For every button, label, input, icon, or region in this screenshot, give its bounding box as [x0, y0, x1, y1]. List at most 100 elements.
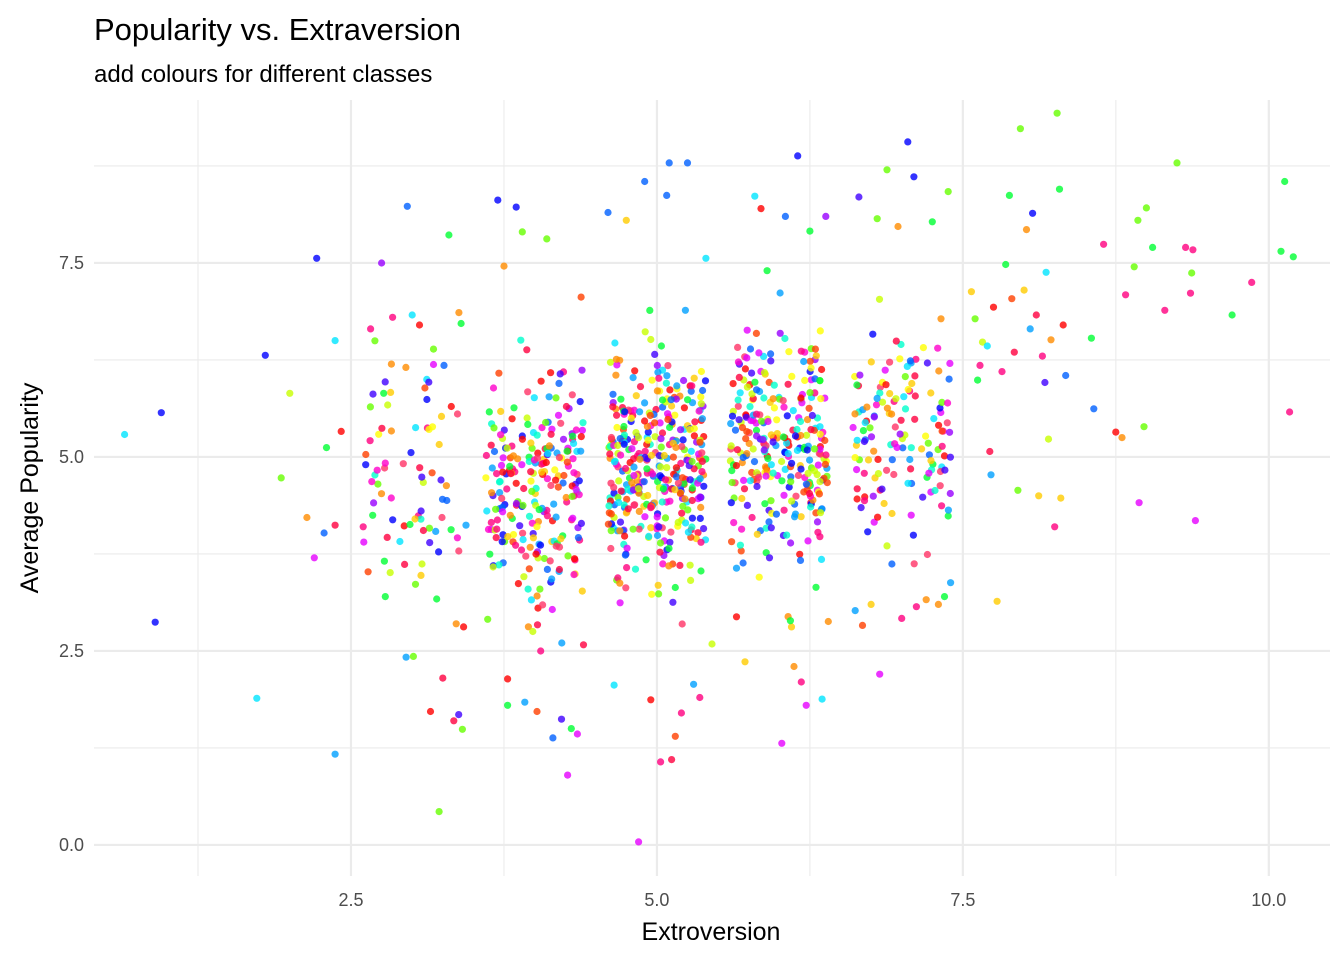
data-point: [684, 396, 692, 404]
data-point: [937, 315, 945, 323]
data-point: [641, 328, 649, 336]
data-point: [628, 445, 636, 453]
data-point: [892, 395, 900, 403]
data-point: [645, 532, 653, 541]
data-point: [767, 350, 775, 358]
data-point: [629, 525, 637, 533]
data-point: [455, 711, 463, 719]
data-point: [632, 392, 640, 400]
data-point: [656, 539, 665, 547]
data-point: [888, 456, 896, 464]
data-point: [698, 457, 706, 465]
data-point: [1182, 243, 1190, 251]
data-point: [793, 446, 802, 454]
data-point: [657, 758, 665, 766]
data-point: [504, 533, 512, 541]
data-point: [875, 295, 884, 303]
data-point: [746, 477, 754, 485]
data-point: [634, 485, 643, 493]
data-point: [621, 532, 629, 540]
data-point: [537, 647, 545, 655]
data-point: [555, 565, 564, 574]
data-point: [767, 461, 775, 469]
data-point: [734, 358, 743, 366]
data-point: [403, 202, 411, 210]
data-point: [773, 416, 781, 424]
data-point: [1002, 260, 1010, 269]
data-point: [857, 504, 865, 512]
data-point: [797, 678, 805, 686]
data-point: [880, 499, 888, 508]
data-point: [908, 379, 916, 388]
data-point: [499, 454, 507, 462]
data-point: [647, 335, 655, 344]
data-point: [938, 442, 946, 450]
data-point: [753, 432, 761, 440]
data-point: [579, 419, 587, 427]
data-point: [783, 439, 791, 447]
data-point: [940, 452, 949, 460]
data-point: [538, 468, 546, 476]
data-point: [891, 423, 899, 431]
data-point: [804, 469, 812, 477]
data-point: [435, 440, 443, 449]
data-point: [732, 613, 741, 621]
data-point: [904, 479, 912, 487]
data-point: [1087, 334, 1095, 342]
data-point: [1008, 295, 1016, 303]
data-point: [455, 309, 463, 317]
data-point: [878, 398, 887, 406]
y-tick-label: 5.0: [59, 447, 84, 467]
data-point: [881, 366, 889, 374]
data-point: [623, 495, 631, 503]
data-point: [732, 462, 741, 470]
data-point: [533, 523, 541, 531]
x-tick-label: 5.0: [644, 890, 669, 910]
data-point: [734, 402, 742, 410]
data-point: [636, 408, 644, 416]
data-point: [1042, 268, 1050, 276]
data-point: [512, 499, 521, 508]
data-point: [493, 516, 501, 524]
data-point: [866, 424, 874, 432]
data-point: [536, 541, 545, 549]
data-point: [899, 444, 907, 452]
data-point: [743, 354, 751, 362]
data-point: [817, 395, 825, 403]
data-point: [1041, 378, 1049, 387]
data-point: [667, 528, 675, 536]
data-point: [554, 483, 562, 491]
data-point: [653, 513, 661, 521]
data-point: [610, 483, 618, 491]
data-point: [526, 543, 534, 551]
data-point: [783, 412, 791, 420]
data-point: [753, 482, 761, 491]
data-point: [676, 561, 684, 570]
data-point: [375, 430, 383, 438]
data-point: [759, 436, 767, 444]
data-point: [641, 399, 649, 407]
data-point: [796, 417, 805, 426]
data-point: [925, 469, 933, 477]
data-point: [673, 382, 681, 390]
data-point: [557, 535, 565, 543]
data-point: [688, 496, 696, 505]
data-point: [527, 596, 536, 604]
y-tick-label: 7.5: [59, 253, 84, 273]
data-point: [555, 453, 564, 462]
data-point: [483, 507, 491, 515]
data-point: [667, 396, 675, 404]
data-point: [545, 442, 554, 450]
data-point: [538, 424, 546, 432]
data-point: [757, 417, 766, 425]
data-point: [647, 451, 656, 459]
data-point: [1112, 428, 1120, 436]
data-point: [499, 508, 507, 516]
data-point: [686, 476, 694, 484]
data-point: [497, 431, 505, 439]
data-point: [555, 379, 563, 387]
data-point: [1118, 434, 1126, 442]
data-point: [734, 396, 742, 404]
data-point: [976, 361, 984, 369]
